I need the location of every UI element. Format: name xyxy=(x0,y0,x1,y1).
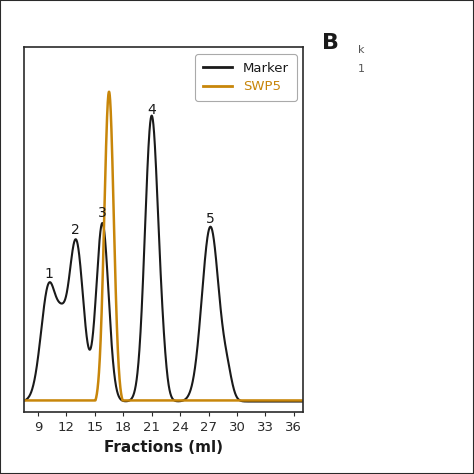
Text: B: B xyxy=(322,33,339,53)
Text: k: k xyxy=(358,45,365,55)
Text: 3: 3 xyxy=(98,206,107,219)
X-axis label: Fractions (ml): Fractions (ml) xyxy=(104,440,223,455)
Text: 4: 4 xyxy=(147,103,156,118)
Text: 1: 1 xyxy=(45,267,54,281)
Text: 1: 1 xyxy=(358,64,365,74)
Legend: Marker, SWP5: Marker, SWP5 xyxy=(195,54,297,101)
Text: 2: 2 xyxy=(72,223,80,237)
Text: 5: 5 xyxy=(206,212,215,227)
